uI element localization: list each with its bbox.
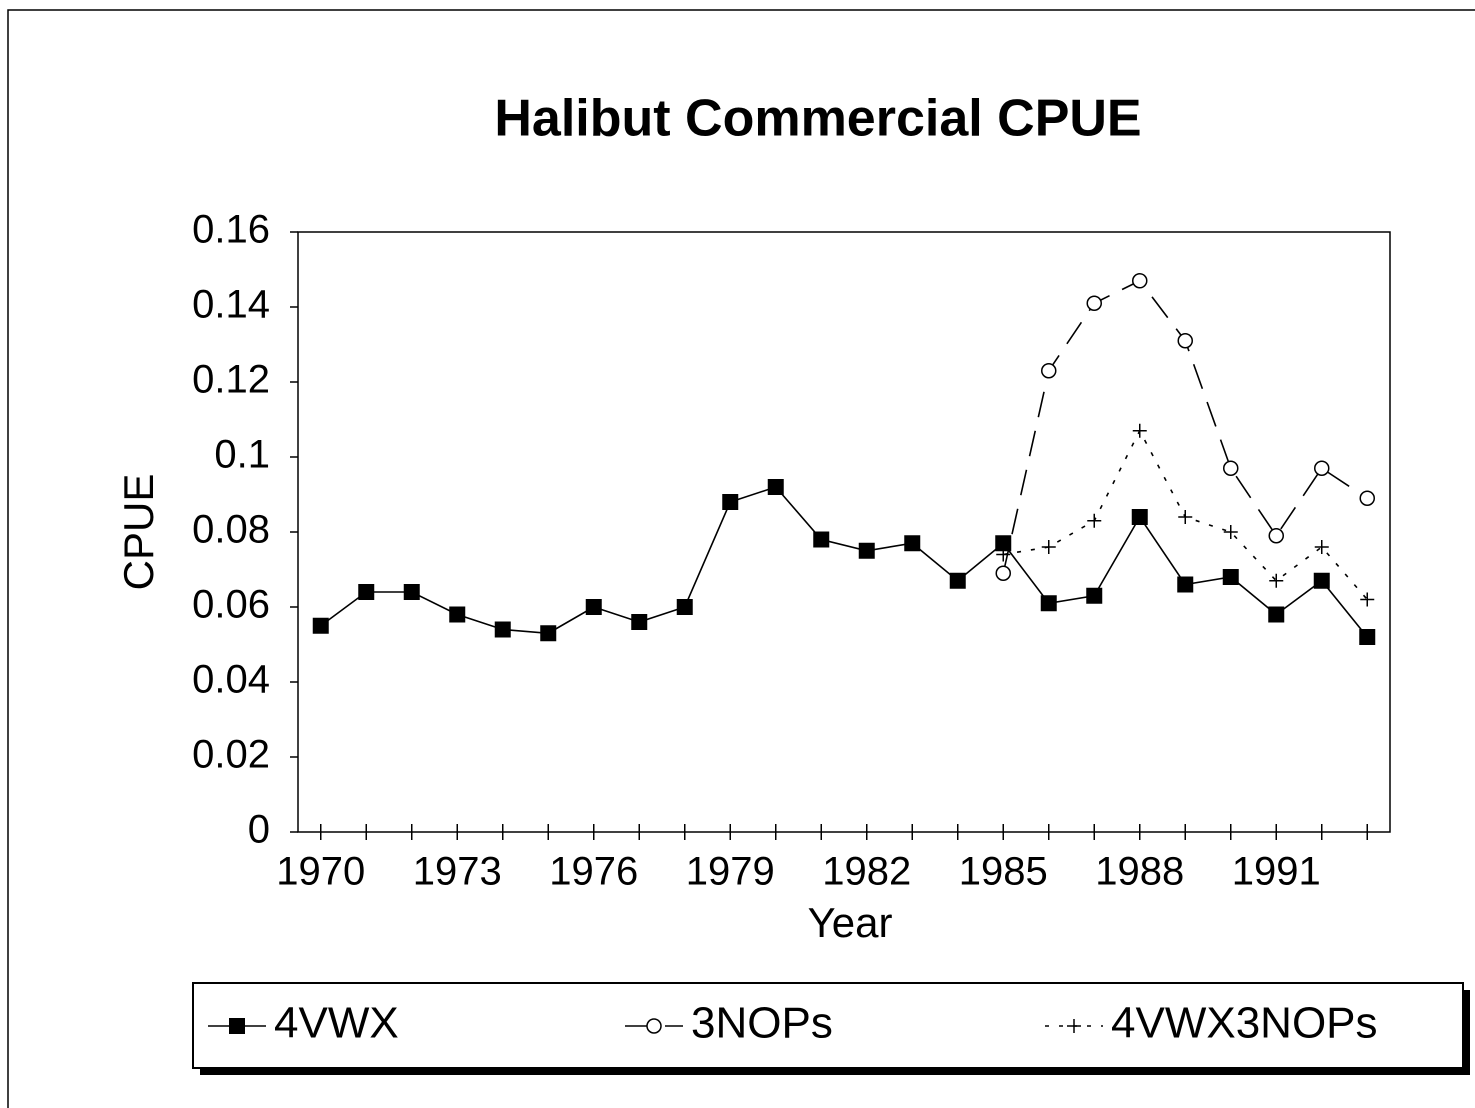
series-marker [403, 584, 420, 600]
x-axis-title: Year [808, 899, 893, 946]
legend-label: 4VWX3NOPs [1111, 999, 1378, 1048]
series-marker [312, 617, 329, 634]
series-line [320, 486, 1368, 638]
legend-box [192, 982, 1464, 1069]
series-marker [767, 479, 784, 495]
x-tick-label: 1988 [1095, 850, 1184, 894]
y-tick-label: 0.16 [192, 208, 270, 252]
series-marker [1131, 509, 1148, 525]
y-tick-label: 0.02 [192, 733, 270, 777]
series-marker [631, 614, 648, 630]
series-marker [1222, 569, 1239, 585]
series-marker [1268, 528, 1284, 544]
series-marker [1359, 629, 1376, 645]
y-axis-title: CPUE [115, 474, 162, 591]
series-marker [676, 599, 693, 615]
series-marker [1314, 540, 1329, 554]
series-line [1002, 279, 1368, 574]
series-marker [1177, 576, 1194, 593]
series-marker [995, 565, 1011, 581]
series-marker [995, 535, 1012, 552]
x-tick-label: 1979 [686, 850, 775, 894]
series-marker [996, 547, 1011, 562]
series-marker [1040, 595, 1057, 612]
series-marker [449, 606, 466, 623]
series-marker [813, 531, 830, 548]
series-marker [1223, 460, 1239, 476]
series-marker [1177, 333, 1193, 349]
series-marker [949, 572, 966, 589]
y-tick-label: 0.04 [192, 658, 270, 702]
series-marker [904, 535, 921, 552]
series-marker [540, 625, 557, 642]
legend-marker [646, 1018, 662, 1034]
y-tick-label: 0.08 [192, 508, 270, 552]
chart-title: Halibut Commercial CPUE [494, 90, 1141, 148]
series-marker [494, 621, 511, 638]
series-marker [1041, 540, 1056, 554]
series-marker [1087, 513, 1102, 528]
series-marker [585, 599, 602, 615]
legend-label: 3NOPs [691, 999, 833, 1048]
series-marker [358, 584, 375, 600]
series-marker [1132, 273, 1148, 289]
series-marker [1178, 510, 1193, 524]
legend-marker [229, 1018, 245, 1034]
series-marker [1041, 363, 1057, 379]
x-tick-label: 1973 [413, 850, 502, 894]
legend-label: 4VWX [274, 999, 399, 1048]
x-tick-label: 1985 [959, 850, 1048, 894]
series-marker [1359, 490, 1375, 506]
series-marker [1313, 572, 1330, 589]
series-marker [1223, 525, 1238, 539]
series-marker [722, 494, 739, 510]
legend-marker [1067, 1019, 1081, 1033]
series-marker [1314, 460, 1330, 476]
y-tick-label: 0 [248, 808, 270, 852]
x-tick-label: 1982 [822, 850, 911, 894]
frame [7, 9, 1475, 1108]
y-tick-label: 0.06 [192, 583, 270, 627]
x-tick-label: 1976 [549, 850, 638, 894]
y-tick-label: 0.12 [192, 358, 270, 402]
series-marker [858, 542, 875, 559]
series-marker [1086, 587, 1103, 604]
y-tick-label: 0.14 [192, 283, 270, 327]
series-marker [1086, 295, 1102, 311]
series-marker [1360, 592, 1375, 607]
x-tick-label: 1970 [276, 850, 365, 894]
x-tick-label: 1991 [1232, 850, 1321, 894]
series-marker [1132, 423, 1147, 438]
series-marker [1268, 606, 1285, 623]
y-tick-label: 0.1 [214, 433, 270, 477]
series-marker [1269, 573, 1284, 588]
